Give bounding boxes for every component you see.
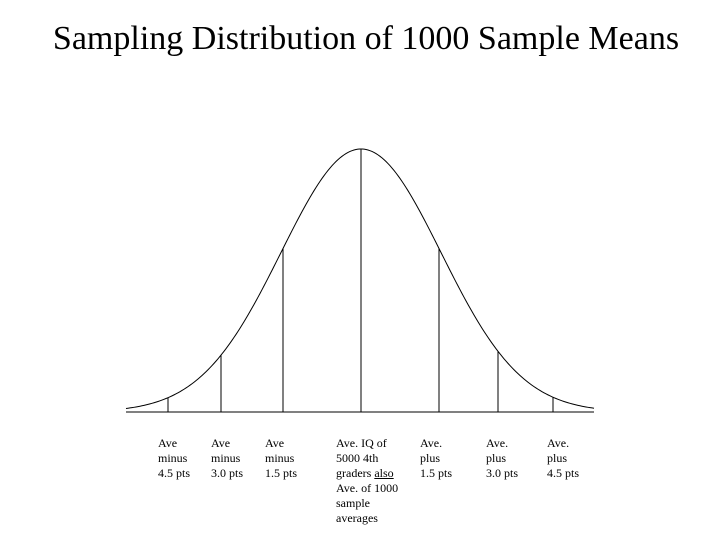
mark-label-line: 1.5 pts bbox=[420, 466, 453, 480]
mark-label-line: graders also bbox=[336, 466, 394, 480]
mark-label-line: plus bbox=[420, 451, 441, 465]
mark-label-line: 3.0 pts bbox=[486, 466, 519, 480]
mark-label-line: Ave. bbox=[420, 436, 443, 450]
mark-label: Ave. plus 3.0 pts bbox=[486, 436, 518, 481]
mark-label-line: minus bbox=[211, 451, 241, 465]
mark-label-line: Ave bbox=[265, 436, 285, 450]
mark-label-line: minus bbox=[158, 451, 188, 465]
mark-label: Ave. IQ of 5000 4th graders also Ave. of 10… bbox=[336, 436, 398, 526]
mark-label: Ave minus 4.5 pts bbox=[158, 436, 190, 481]
mark-label-line: plus bbox=[547, 451, 568, 465]
mark-label: Ave minus 1.5 pts bbox=[265, 436, 297, 481]
mark-label-line: Ave. IQ of bbox=[336, 436, 387, 450]
mark-label-line: Ave. bbox=[547, 436, 570, 450]
mark-label-line: sample bbox=[336, 496, 370, 510]
mark-label: Ave minus 3.0 pts bbox=[211, 436, 243, 481]
mark-label-line: 3.0 pts bbox=[211, 466, 244, 480]
slide-title: Sampling Distribution of 1000 Sample Mea… bbox=[52, 20, 680, 57]
mark-label-line: 1.5 pts bbox=[265, 466, 298, 480]
mark-label-line: plus bbox=[486, 451, 507, 465]
mark-label: Ave. plus 1.5 pts bbox=[420, 436, 452, 481]
mark-label-line: Ave bbox=[211, 436, 231, 450]
mark-label-line: 4.5 pts bbox=[158, 466, 191, 480]
mark-label-line: 5000 4th bbox=[336, 451, 379, 465]
mark-label-line: Ave. of 1000 bbox=[336, 481, 399, 495]
mark-label: Ave. plus 4.5 pts bbox=[547, 436, 579, 481]
bell-curve bbox=[125, 148, 595, 409]
mark-label-line: Ave bbox=[158, 436, 178, 450]
mark-label-line: minus bbox=[265, 451, 295, 465]
mark-label-line: Ave. bbox=[486, 436, 509, 450]
mark-label-line: averages bbox=[336, 511, 378, 525]
mark-label-line: 4.5 pts bbox=[547, 466, 580, 480]
